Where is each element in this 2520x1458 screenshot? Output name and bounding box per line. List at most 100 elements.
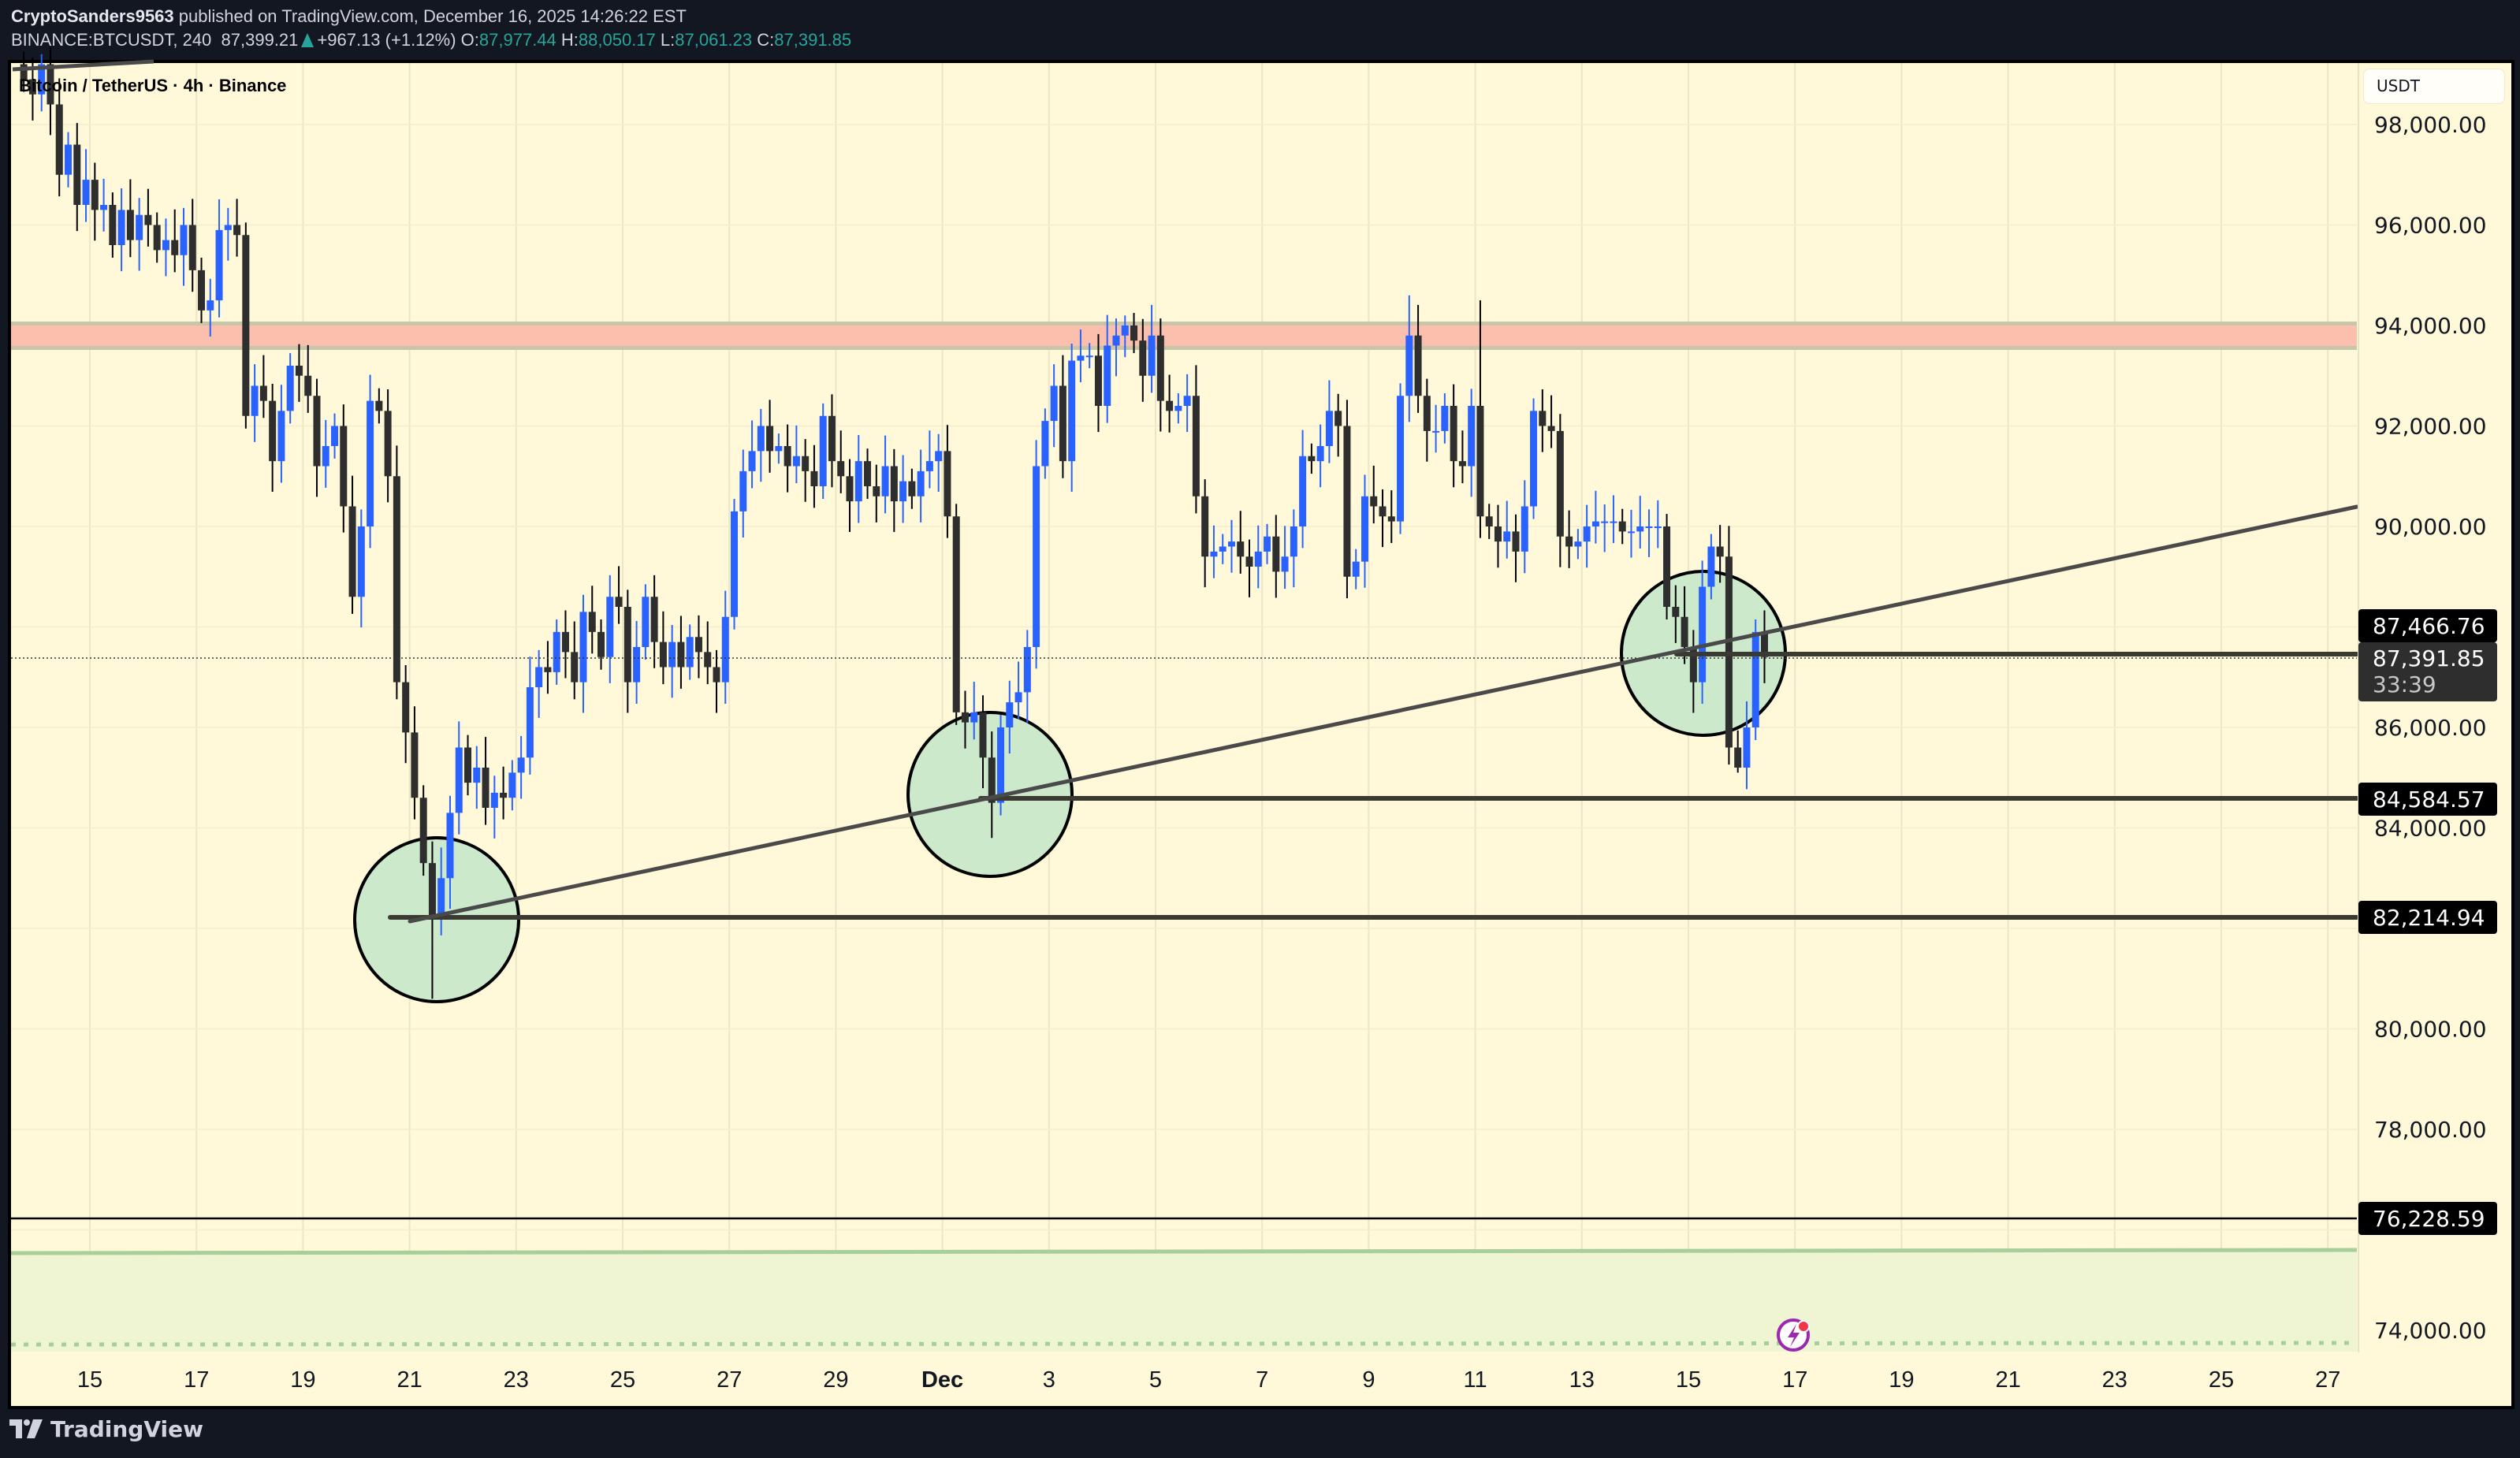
bearish-candle — [188, 225, 196, 270]
bullish-candle — [357, 526, 365, 597]
resistance-zone[interactable] — [11, 325, 2357, 346]
bullish-candle — [1601, 521, 1609, 523]
bearish-candle — [713, 667, 720, 683]
bullish-candle — [117, 210, 125, 245]
bearish-candle — [384, 411, 392, 477]
time-tick-label: 23 — [2102, 1367, 2127, 1393]
bullish-candle — [970, 712, 978, 723]
bearish-candle — [1556, 430, 1564, 537]
bullish-candle — [446, 813, 454, 879]
time-tick-label: 13 — [1569, 1367, 1595, 1393]
price-tag-84584: 84,584.57 — [2358, 783, 2497, 816]
bullish-candle — [579, 612, 587, 683]
bullish-candle — [535, 667, 543, 687]
bullish-candle — [215, 229, 223, 301]
bearish-candle — [144, 214, 152, 225]
price-tick-label: 94,000.00 — [2374, 313, 2487, 339]
time-axis[interactable]: 15 17 19 21 23 25 27 29 Dec 3 5 7 9 11 13 15 17 19 21 23 25 2… — [77, 1367, 2340, 1393]
bullish-candle — [1468, 406, 1476, 467]
bearish-candle — [659, 642, 667, 668]
tradingview-logo[interactable]: TradingView — [9, 1416, 203, 1442]
bullish-candle — [1610, 521, 1617, 523]
bullish-candle — [775, 446, 783, 452]
author-name[interactable]: CryptoSanders9563 — [11, 6, 174, 26]
bearish-candle — [1370, 496, 1378, 507]
bullish-candle — [1174, 406, 1182, 411]
last-price: 87,399.21 — [221, 30, 299, 50]
bearish-candle — [500, 792, 508, 798]
bearish-candle — [623, 607, 631, 683]
bullish-candle — [455, 747, 463, 813]
bullish-candle — [1397, 396, 1405, 522]
bearish-candle — [1130, 325, 1138, 341]
tradingview-brand: TradingView — [50, 1416, 203, 1442]
bearish-candle — [828, 415, 836, 462]
bullish-candle — [819, 415, 827, 486]
time-tick-label: 17 — [184, 1367, 209, 1393]
symbol-info-bar: BINANCE:BTCUSDT, 240 87,399.21 +967.13 (+… — [11, 30, 851, 50]
price-tag-76228: 76,228.59 — [2358, 1202, 2497, 1235]
top-left-trend-line[interactable] — [12, 59, 154, 72]
bullish-candle — [1654, 526, 1662, 528]
bearish-candle — [1387, 516, 1395, 522]
bullish-candle — [748, 451, 756, 471]
close-label: C: — [757, 30, 775, 50]
high-value: 88,050.17 — [578, 30, 656, 50]
bullish-candle — [1104, 345, 1111, 406]
tradingview-logo-icon — [9, 1419, 43, 1438]
bearish-candle — [482, 768, 489, 808]
time-tick-label: 29 — [823, 1367, 848, 1393]
bearish-candle — [47, 64, 54, 105]
bullish-candle — [1441, 406, 1449, 431]
bearish-candle — [802, 456, 810, 471]
bearish-candle — [1734, 747, 1742, 768]
bearish-candle — [952, 516, 960, 712]
bearish-candle — [1094, 355, 1102, 406]
bullish-candle — [606, 597, 614, 657]
bearish-candle — [1689, 647, 1697, 683]
bullish-candle — [1530, 411, 1538, 507]
bullish-candle — [1006, 702, 1014, 727]
bullish-candle — [1627, 531, 1635, 534]
bullish-candle — [721, 616, 729, 683]
bearish-candle — [73, 144, 81, 205]
bullish-candle — [1316, 446, 1324, 462]
low-label: L: — [660, 30, 676, 50]
bearish-candle — [1139, 340, 1147, 376]
bearish-candle — [1379, 506, 1387, 517]
bearish-candle — [295, 366, 303, 376]
bullish-candle — [1325, 411, 1333, 446]
bullish-candle — [1121, 325, 1129, 336]
bullish-candle — [854, 461, 862, 502]
time-tick-label: 7 — [1256, 1367, 1268, 1393]
bearish-candle — [340, 426, 348, 507]
bearish-candle — [1672, 607, 1680, 617]
bullish-candle — [1210, 551, 1218, 557]
bullish-candle — [251, 385, 259, 416]
currency-unit-button[interactable]: USDT — [2363, 69, 2505, 104]
bearish-candle — [126, 210, 134, 240]
publish-text: published on TradingView.com, December 1… — [173, 6, 687, 26]
time-tick-label: 21 — [396, 1367, 422, 1393]
bullish-candle — [1432, 430, 1440, 433]
chart-legend-title[interactable]: Bitcoin / TetherUS · 4h · Binance — [19, 76, 287, 95]
bullish-candle — [473, 768, 481, 783]
bearish-candle — [944, 451, 951, 517]
support-zone[interactable] — [11, 1252, 2357, 1352]
bearish-candle — [313, 396, 321, 467]
price-axis[interactable]: 98,000.00 96,000.00 94,000.00 92,000.00 90,0… — [2374, 112, 2487, 1344]
bullish-candle — [1521, 506, 1528, 552]
bullish-candle — [1751, 631, 1759, 727]
bearish-candle — [233, 225, 241, 236]
bullish-candle — [526, 687, 534, 758]
bullish-candle — [136, 214, 143, 240]
economic-event-lightning-icon[interactable] — [1777, 1319, 1810, 1352]
ascending-trend-line[interactable] — [408, 504, 2359, 924]
bullish-candle — [1290, 526, 1297, 557]
bearish-candle — [1245, 556, 1253, 567]
bullish-candle — [1574, 541, 1582, 547]
price-tick-label: 92,000.00 — [2374, 414, 2487, 440]
support-zone-top-line[interactable] — [10, 1248, 2358, 1255]
bearish-candle — [1663, 526, 1671, 607]
